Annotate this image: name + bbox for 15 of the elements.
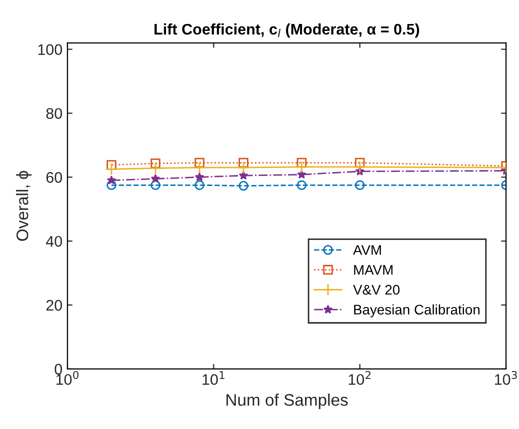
x-tick-label: 10$^{2}$	[348, 370, 370, 385]
legend-label: V&V 20	[353, 284, 400, 295]
y-tick-label: 100	[38, 44, 62, 55]
chart-title: Lift Coefficient, c$_{l}$ (Moderate, α = 0.5)	[154, 23, 420, 38]
y-axis-title: Overall, ϕ	[16, 170, 32, 241]
x-tick-label: 10$^{3}$	[494, 370, 517, 385]
legend-label: MAVM	[354, 265, 392, 275]
y-tick-label: 20	[46, 300, 62, 311]
y-tick-label: 60	[46, 172, 62, 183]
legend-label: AVM	[353, 245, 381, 255]
y-tick-label: 80	[46, 108, 62, 119]
x-tick-label: 10$^{1}$	[202, 371, 224, 385]
legend-label: Bayesian Calibration	[354, 304, 480, 318]
x-axis-title: Num of Samples	[226, 394, 348, 410]
y-tick-label: 40	[46, 236, 62, 247]
